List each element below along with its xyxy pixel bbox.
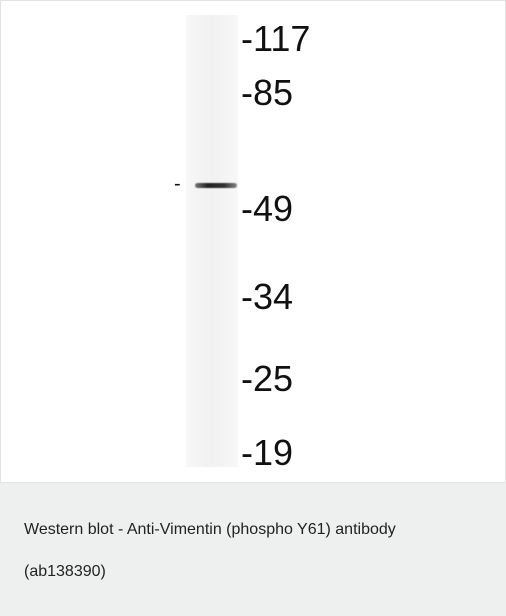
ladder-label: -19 xyxy=(241,432,294,473)
blot-image: - -117 -85 -49 -34 -25 -19 xyxy=(0,0,506,483)
ladder-label: -117 xyxy=(241,18,311,59)
caption: Western blot - Anti-Vimentin (phospho Y6… xyxy=(24,521,396,580)
ladder-label: -25 xyxy=(241,358,294,399)
ladder-label: -49 xyxy=(241,188,294,229)
band xyxy=(195,183,237,188)
ladder-label: -85 xyxy=(241,72,294,113)
band-marker: - xyxy=(174,173,181,195)
ladder-label: -34 xyxy=(241,276,294,317)
lane xyxy=(186,15,238,467)
caption-box: Western blot - Anti-Vimentin (phospho Y6… xyxy=(0,483,506,616)
